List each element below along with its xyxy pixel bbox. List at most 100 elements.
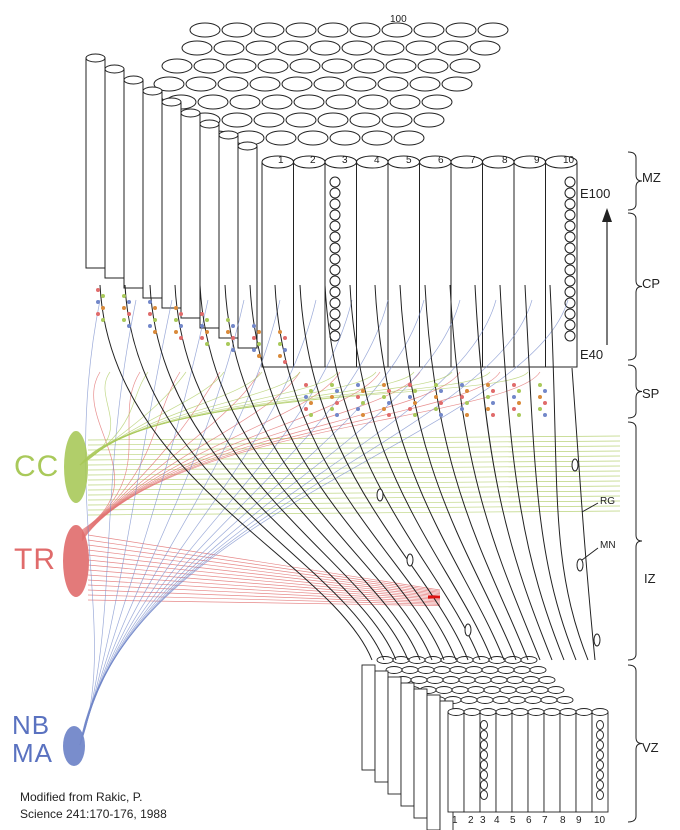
back-column-top	[161, 97, 182, 107]
column-top	[197, 94, 229, 110]
sp-bracket	[627, 364, 643, 419]
neuron-dot	[278, 330, 282, 334]
neuron-dot	[361, 389, 365, 393]
tr-curve-fiber	[81, 371, 115, 531]
column-top	[405, 40, 437, 56]
vz-column-top	[531, 686, 549, 694]
neuron-dot	[257, 354, 261, 358]
vz-column-top	[504, 656, 522, 664]
stacked-neuron	[329, 264, 341, 276]
cell-label-mn: MN	[600, 540, 616, 551]
neuron-dot	[127, 324, 131, 328]
cc-fiber	[87, 440, 621, 446]
embryonic-day-bottom: E40	[580, 347, 604, 362]
neuron-dot	[278, 342, 282, 346]
neuron-dot	[439, 401, 443, 405]
column-top	[281, 76, 313, 92]
column-top	[325, 94, 357, 110]
column-top	[253, 112, 285, 128]
radial-fiber	[399, 284, 517, 661]
migrating-neuron	[593, 633, 601, 647]
neuron-dot	[517, 413, 521, 417]
neuron-dot	[408, 383, 412, 387]
tr-curve-fiber	[81, 371, 141, 532]
radial-fiber	[249, 284, 445, 661]
front-column-top	[387, 155, 420, 169]
neuron-dot	[543, 389, 547, 393]
neuron-dot	[460, 395, 464, 399]
column-top	[413, 112, 445, 128]
vz-front-column-top	[447, 708, 465, 716]
neuron-dot	[153, 318, 157, 322]
column-top	[449, 58, 481, 74]
vz-column-top	[442, 676, 460, 684]
source-label-nb: NB	[12, 710, 51, 740]
vz-column-top	[401, 666, 419, 674]
source-label-cc: CC	[14, 450, 60, 483]
neuron-dot	[387, 389, 391, 393]
column-top	[353, 58, 385, 74]
cortical-plate-column-block	[85, 22, 612, 368]
neuron-dot	[309, 389, 313, 393]
front-column-top	[356, 155, 389, 169]
stacked-neuron	[564, 176, 576, 188]
neuron-dot	[252, 324, 256, 328]
neuron-dot	[278, 354, 282, 358]
vz-front-column-top	[543, 708, 561, 716]
vz-front-column	[575, 711, 593, 813]
vz-front-column-top	[559, 708, 577, 716]
stacked-neuron	[329, 220, 341, 232]
column-number-top: 8	[502, 155, 508, 166]
neuron-dot	[96, 288, 100, 292]
corner-column-number: 100	[390, 14, 407, 25]
migrating-neuron	[576, 558, 584, 572]
back-column	[237, 145, 258, 349]
neuron-dot	[361, 413, 365, 417]
column-top	[161, 58, 193, 74]
column-top	[445, 22, 477, 38]
vz-stacked-cell	[596, 740, 604, 750]
zone-label-cp: CP	[642, 276, 661, 291]
column-top	[329, 130, 361, 146]
migrating-neuron	[406, 553, 414, 567]
cc-curve-fiber	[79, 371, 415, 466]
nb-fiber	[79, 299, 173, 746]
stacked-neuron	[564, 253, 576, 265]
column-top	[349, 22, 381, 38]
neuron-dot	[200, 336, 204, 340]
cc-curve-fiber	[79, 371, 453, 466]
front-column	[482, 161, 515, 368]
neuron-dot	[382, 383, 386, 387]
cc-curve-fiber	[79, 371, 529, 466]
vz-stacked-cell	[596, 790, 604, 800]
back-column	[218, 134, 239, 339]
neuron-dot	[538, 395, 542, 399]
neuron-dot	[434, 395, 438, 399]
vz-column-top	[476, 696, 494, 704]
neuron-dot	[460, 407, 464, 411]
vz-front-column	[559, 711, 577, 813]
back-column-top	[142, 86, 163, 96]
radial-fiber	[324, 284, 481, 661]
column-top	[309, 40, 341, 56]
vz-front-column	[527, 711, 545, 813]
cc-fiber	[87, 500, 621, 506]
iz-bracket	[627, 421, 643, 661]
neuron-dot	[439, 389, 443, 393]
zone-label-sp: SP	[642, 386, 660, 401]
column-top	[289, 58, 321, 74]
vz-front-column-top	[575, 708, 593, 716]
neuron-dot	[200, 324, 204, 328]
cc-fiber	[87, 510, 621, 516]
neuron-dot	[174, 330, 178, 334]
vz-column-top	[408, 656, 426, 664]
cp-bracket	[627, 212, 643, 361]
neuron-dot	[304, 407, 308, 411]
column-top	[385, 58, 417, 74]
vz-column-top	[538, 676, 556, 684]
front-column	[261, 161, 294, 368]
tr-fiber	[87, 534, 441, 591]
neuron-dot	[231, 324, 235, 328]
neuron-dot	[465, 413, 469, 417]
neuron-dot	[382, 407, 386, 411]
